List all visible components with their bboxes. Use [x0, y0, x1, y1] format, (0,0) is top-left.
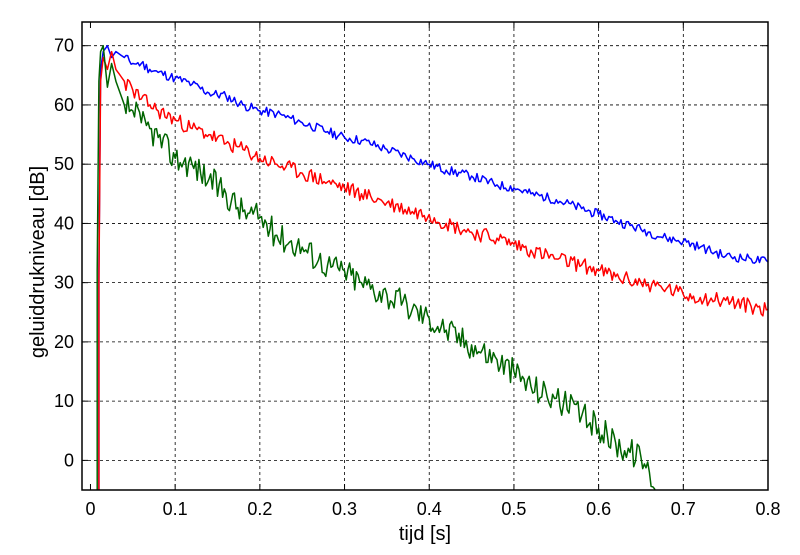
x-tick-label: 0.2	[247, 499, 272, 519]
x-tick-label: 0.7	[671, 499, 696, 519]
y-tick-label: 10	[54, 391, 74, 411]
series-line	[98, 44, 768, 490]
x-tick-label: 0.8	[755, 499, 780, 519]
x-tick-label: 0.6	[586, 499, 611, 519]
axes-frame	[81, 21, 769, 491]
y-tick-label: 60	[54, 95, 74, 115]
y-tick-label: 70	[54, 36, 74, 56]
series-line	[96, 44, 658, 490]
x-tick-label: 0.3	[332, 499, 357, 519]
y-tick-label: 30	[54, 273, 74, 293]
series-layer	[96, 44, 768, 490]
y-tick-label: 0	[64, 450, 74, 470]
series-line	[98, 50, 768, 490]
y-tick-label: 40	[54, 213, 74, 233]
x-axis-label: tijd [s]	[399, 523, 451, 545]
x-tick-label: 0.5	[501, 499, 526, 519]
x-tick-label: 0.1	[163, 499, 188, 519]
y-axis-label: geluiddrukniveau [dB]	[27, 166, 49, 358]
x-tick-label: 0.4	[417, 499, 442, 519]
y-tick-label: 20	[54, 332, 74, 352]
plot-area-background	[82, 22, 768, 490]
tick-layer: 0 0.1 0.2 0.3 0.4 0.5 0.6 0.7 0.8 0 10 20 30 40 50 60 70	[54, 22, 781, 519]
y-tick-label: 50	[54, 154, 74, 174]
x-tick-label: 0	[85, 499, 95, 519]
